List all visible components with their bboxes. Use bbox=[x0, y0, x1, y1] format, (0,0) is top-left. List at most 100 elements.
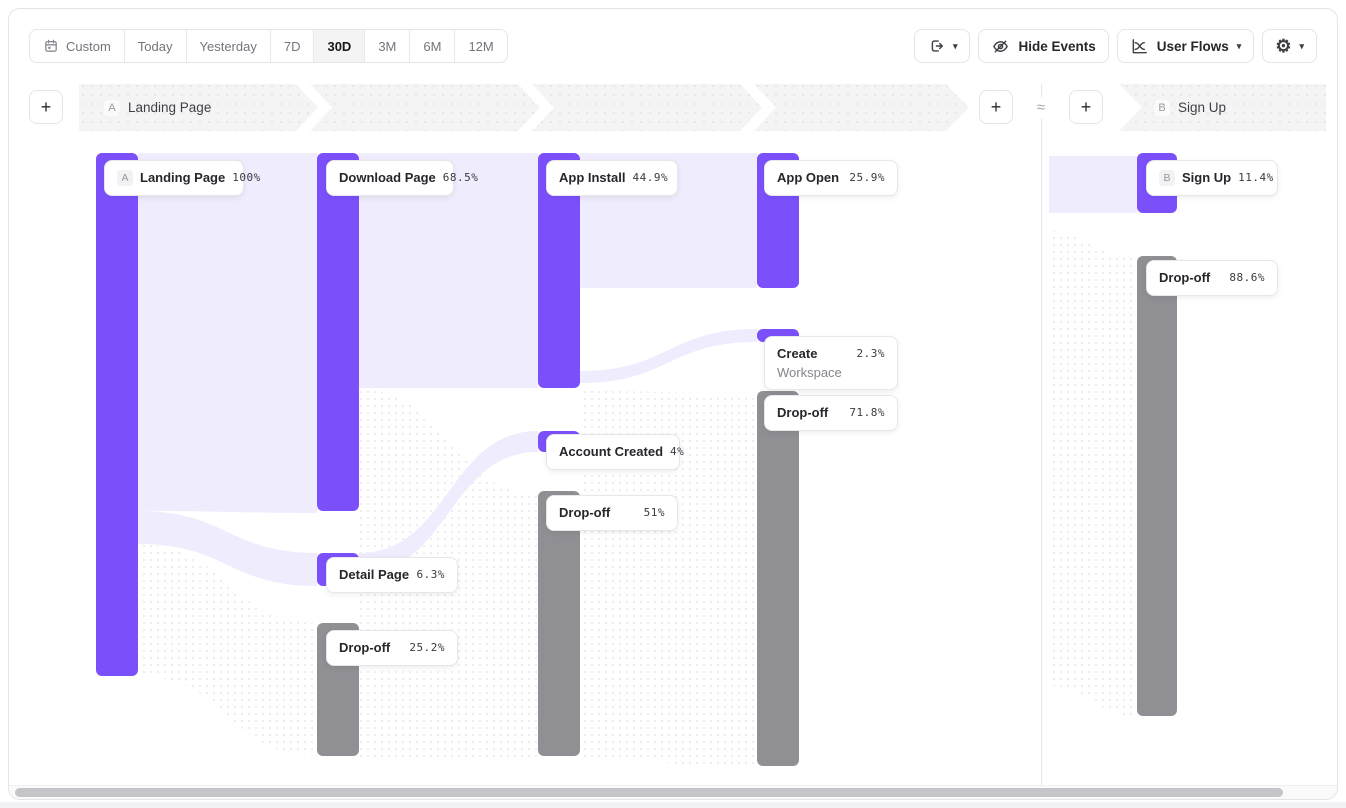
date-range-label: 7D bbox=[283, 38, 301, 54]
date-range-label: Today bbox=[137, 38, 173, 54]
chevron-down-icon: ▾ bbox=[1299, 40, 1304, 51]
node-label-drop-off-b[interactable]: Drop-off 88.6% bbox=[1146, 260, 1278, 296]
node-name: Drop-off bbox=[559, 505, 611, 520]
node-name: Landing Page bbox=[140, 170, 226, 185]
date-range-yesterday[interactable]: Yesterday bbox=[187, 30, 271, 62]
node-label-row: Drop-off 88.6% bbox=[1159, 268, 1265, 288]
node-badge-landing-page: A bbox=[117, 170, 133, 186]
export-icon bbox=[927, 37, 945, 55]
node-label-row: B Sign Up 11.4% bbox=[1159, 168, 1273, 188]
node-bar-app-install[interactable] bbox=[538, 153, 580, 388]
scrollbar-thumb[interactable] bbox=[15, 788, 1283, 797]
node-label-drop-off-3[interactable]: Drop-off 71.8% bbox=[764, 395, 898, 431]
node-label-app-open[interactable]: App Open 25.9% bbox=[764, 160, 898, 196]
date-range-12m[interactable]: 12M bbox=[455, 30, 506, 62]
hide-events-label: Hide Events bbox=[1018, 38, 1096, 54]
node-name: Account Created bbox=[559, 444, 664, 459]
flow-detail-page-to-account-created bbox=[359, 431, 538, 574]
eye-off-icon bbox=[991, 37, 1010, 56]
date-range-label: 6M bbox=[423, 38, 442, 54]
node-label-row: Drop-off 71.8% bbox=[777, 403, 885, 423]
date-range-control: Custom Today Yesterday 7D 30D 3M 6M 12M bbox=[29, 29, 508, 63]
chevron-down-icon: ▾ bbox=[1236, 40, 1242, 51]
node-name: Drop-off bbox=[339, 640, 391, 655]
node-percentage: 25.9% bbox=[849, 171, 885, 184]
node-bar-drop-off-b[interactable] bbox=[1137, 256, 1177, 716]
node-name: App Install bbox=[559, 170, 626, 185]
date-range-label: 12M bbox=[468, 38, 494, 54]
flow-flow-b-inlet-to-drop-off-b bbox=[1049, 231, 1137, 716]
node-percentage: 2.3% bbox=[856, 347, 885, 360]
node-badge-sign-up: B bbox=[1159, 170, 1175, 186]
horizontal-scrollbar[interactable] bbox=[9, 785, 1337, 799]
settings-button[interactable]: ⚙ ▾ bbox=[1262, 29, 1317, 63]
flow-landing-page-to-detail-page bbox=[138, 511, 317, 586]
date-range-label: 3M bbox=[378, 38, 397, 54]
flow-landing-page-to-drop-off-1 bbox=[138, 544, 317, 756]
flow-a-name: Landing Page bbox=[128, 100, 212, 115]
toolbar: Custom Today Yesterday 7D 30D 3M 6M 12M ▾ bbox=[9, 29, 1337, 63]
node-name: Drop-off bbox=[1159, 270, 1211, 285]
node-label-sign-up[interactable]: B Sign Up 11.4% bbox=[1146, 160, 1278, 196]
node-bar-download-page[interactable] bbox=[317, 153, 359, 511]
node-label-download-page[interactable]: Download Page 68.5% bbox=[326, 160, 478, 196]
date-range-6m[interactable]: 6M bbox=[410, 30, 456, 62]
date-range-3m[interactable]: 3M bbox=[365, 30, 411, 62]
node-label-app-install[interactable]: App Install 44.9% bbox=[546, 160, 678, 196]
date-range-label: 30D bbox=[327, 38, 352, 54]
node-percentage: 25.2% bbox=[409, 641, 445, 654]
date-range-custom[interactable]: Custom bbox=[30, 30, 125, 62]
node-label-create-workspace[interactable]: Create 2.3% Workspace bbox=[764, 336, 898, 390]
user-flows-button[interactable]: User Flows ▾ bbox=[1116, 29, 1255, 63]
node-name: Download Page bbox=[339, 170, 436, 185]
flow-b-badge: B bbox=[1154, 99, 1170, 116]
node-bar-drop-off-3[interactable] bbox=[757, 391, 799, 766]
node-label-row: Account Created 4% bbox=[559, 442, 684, 462]
node-percentage: 11.4% bbox=[1238, 171, 1274, 184]
add-step-button-b[interactable]: + bbox=[1069, 90, 1103, 124]
page-edge bbox=[0, 802, 1346, 808]
node-label-detail-page[interactable]: Detail Page 6.3% bbox=[326, 557, 458, 593]
flow-landing-page-to-download-page bbox=[138, 153, 317, 513]
add-step-button-a[interactable]: + bbox=[29, 90, 63, 124]
hide-events-button[interactable]: Hide Events bbox=[978, 29, 1109, 63]
sankey-chart: A Landing Page 100% Download Page 68.5% Detai… bbox=[9, 131, 1337, 787]
flow-step-header: + A Landing Page + + B Sign Up bbox=[9, 84, 1337, 131]
node-name: App Open bbox=[777, 170, 840, 185]
toolbar-right: ▾ Hide Events bbox=[913, 29, 1317, 63]
flow-b-step-label: B Sign Up bbox=[1154, 84, 1226, 131]
node-label-row: Drop-off 51% bbox=[559, 503, 665, 523]
flow-flow-b-inlet-to-sign-up bbox=[1049, 156, 1137, 213]
user-flows-label: User Flows bbox=[1156, 38, 1229, 54]
node-label-drop-off-1[interactable]: Drop-off 25.2% bbox=[326, 630, 458, 666]
date-range-7d[interactable]: 7D bbox=[271, 30, 315, 62]
node-label-row: Detail Page 6.3% bbox=[339, 565, 445, 585]
add-step-button-a-end[interactable]: + bbox=[979, 90, 1013, 124]
node-label-drop-off-2[interactable]: Drop-off 51% bbox=[546, 495, 678, 531]
node-label-landing-page[interactable]: A Landing Page 100% bbox=[104, 160, 260, 196]
flow-app-install-to-create-workspace bbox=[580, 329, 757, 383]
flow-step-strips bbox=[79, 84, 1326, 131]
sankey-labels: A Landing Page 100% Download Page 68.5% Detai… bbox=[9, 131, 1337, 787]
node-label-row: A Landing Page 100% bbox=[117, 168, 260, 188]
flow-section-divider bbox=[1041, 84, 1042, 787]
node-name: Create bbox=[777, 346, 818, 361]
date-range-today[interactable]: Today bbox=[125, 30, 187, 62]
flow-a-badge: A bbox=[104, 99, 120, 116]
node-label-row: App Open 25.9% bbox=[777, 168, 885, 188]
node-name: Drop-off bbox=[777, 405, 829, 420]
flow-app-install-to-drop-off-3 bbox=[580, 391, 757, 768]
node-name-second-line: Workspace bbox=[777, 365, 842, 380]
node-label-row: Create 2.3% bbox=[777, 344, 885, 364]
flow-download-page-to-app-install bbox=[359, 153, 538, 388]
node-label-row: Drop-off 25.2% bbox=[339, 638, 445, 658]
node-bar-landing-page[interactable] bbox=[96, 153, 138, 676]
node-percentage: 68.5% bbox=[442, 171, 479, 184]
date-range-30d[interactable]: 30D bbox=[314, 30, 366, 62]
node-label-row: Download Page 68.5% bbox=[339, 168, 478, 188]
node-percentage: 51% bbox=[643, 506, 665, 519]
node-label-account-created[interactable]: Account Created 4% bbox=[546, 434, 684, 470]
node-name: Sign Up bbox=[1182, 170, 1232, 185]
node-bar-drop-off-2[interactable] bbox=[538, 491, 580, 756]
export-button[interactable]: ▾ bbox=[913, 29, 971, 63]
